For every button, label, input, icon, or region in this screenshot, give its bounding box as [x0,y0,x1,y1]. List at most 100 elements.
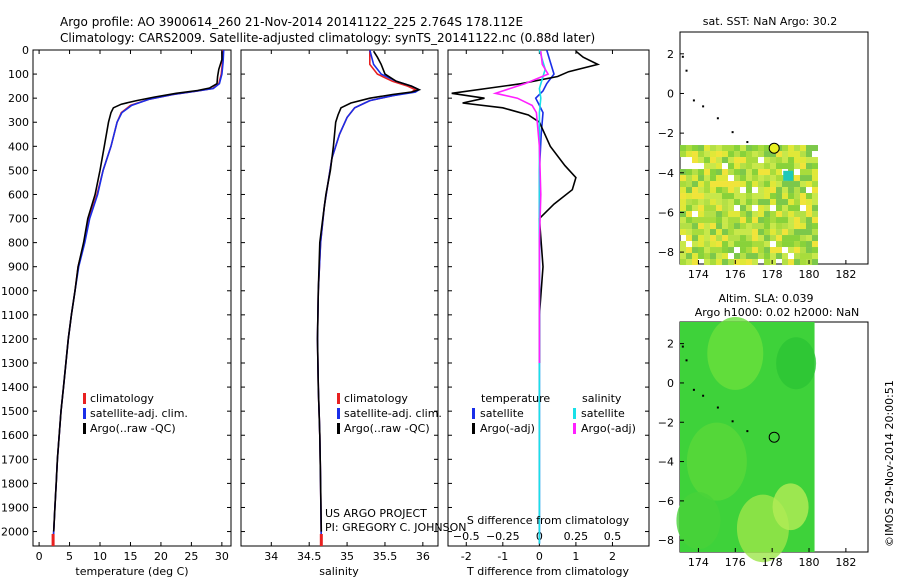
island-mark [746,141,749,144]
legend-header-salinity: salinity [582,392,622,405]
series-line [492,51,550,363]
sst-cell [698,217,704,224]
sst-cell [782,193,788,200]
sst-cell [806,169,812,176]
sst-cell [806,205,812,212]
sst-cell [734,145,740,152]
sst-cell [734,193,740,200]
island-mark [731,131,734,134]
sst-cell [776,193,782,200]
sst-cell [776,151,782,158]
sst-cell [770,163,776,170]
legend-label-satellite: satellite-adj. clim. [344,407,442,420]
sst-cell [770,235,776,242]
sst-cell [800,175,806,182]
sst-cell [692,235,698,242]
sst-cell [716,253,722,260]
sst-cell [806,175,812,182]
sst-cell [764,211,770,218]
sst-cell [806,145,812,152]
y-tick-label: 200 [8,92,29,105]
sst-cell [800,211,806,218]
sst-cell [758,151,764,158]
sst-cell [764,151,770,158]
sst-cell [758,235,764,242]
sst-cell [800,253,806,260]
sst-cell [746,169,752,176]
sst-cell [686,253,692,260]
sst-cell [728,217,734,224]
sst-cell [740,235,746,242]
sst-cell [692,259,698,266]
sst-cell [728,241,734,248]
x-tick-label: 30 [215,550,229,563]
sst-cell [722,217,728,224]
salinity-plot: 34 34.5 35 35.5 36 [241,49,438,563]
x-tick-label: 5 [66,550,73,563]
sst-cell [770,211,776,218]
sst-cell [788,211,794,218]
sst-cell [764,169,770,176]
sst-cell [812,259,818,266]
sst-cell [758,163,764,170]
y-tick-label: 1100 [1,309,29,322]
sst-cell [794,223,800,230]
sst-cell [812,181,818,188]
sst-cell [776,223,782,230]
sst-cell [746,151,752,158]
legend-header-temperature: temperature [481,392,550,405]
sst-cell [788,151,794,158]
sst-cell [716,229,722,236]
y-tick-label: −4 [658,456,674,469]
y-tick-label: 1500 [1,405,29,418]
sst-cell [800,163,806,170]
sst-cell [794,205,800,212]
sst-cell [728,247,734,254]
sst-cell [710,235,716,242]
sst-cell [758,187,764,194]
sst-cell [680,205,686,212]
sst-cell [752,241,758,248]
sst-cell [776,181,782,188]
x-tick-label: 178 [762,556,783,569]
sst-cell [710,169,716,176]
sst-cell [704,187,710,194]
sst-cell [800,247,806,254]
legend-swatch-satellite [337,408,340,419]
sst-cell [782,205,788,212]
sst-cell [788,223,794,230]
series-line [52,51,223,532]
sst-cell [680,253,686,260]
x-tick-label: 0 [36,550,43,563]
sst-cell [686,223,692,230]
sst-cell [788,217,794,224]
sst-cell [800,235,806,242]
sst-cell [698,229,704,236]
sst-cell [812,217,818,224]
sst-cell [692,217,698,224]
sst-cell [752,157,758,164]
sst-cell [698,181,704,188]
y-tick-label: 300 [8,116,29,129]
temperature-plot: 0100200300400500600700800900100011001200… [1,44,231,563]
sst-cell [752,217,758,224]
sst-cell [752,169,758,176]
sst-cell [806,181,812,188]
island-mark [692,388,695,391]
sst-cell [758,181,764,188]
sst-cell [704,175,710,182]
island-mark [731,420,734,423]
sst-cell [716,169,722,176]
sst-cell [692,229,698,236]
sst-cell [776,235,782,242]
sst-cell [740,259,746,266]
sst-cell [740,205,746,212]
sst-cell [764,241,770,248]
sst-cell [698,205,704,212]
sst-cell [782,163,788,170]
legend-swatch-climatology [83,393,86,404]
y-tick-label: 0 [22,44,29,57]
sst-cell [728,157,734,164]
sst-cell [722,157,728,164]
sst-cell [770,247,776,254]
